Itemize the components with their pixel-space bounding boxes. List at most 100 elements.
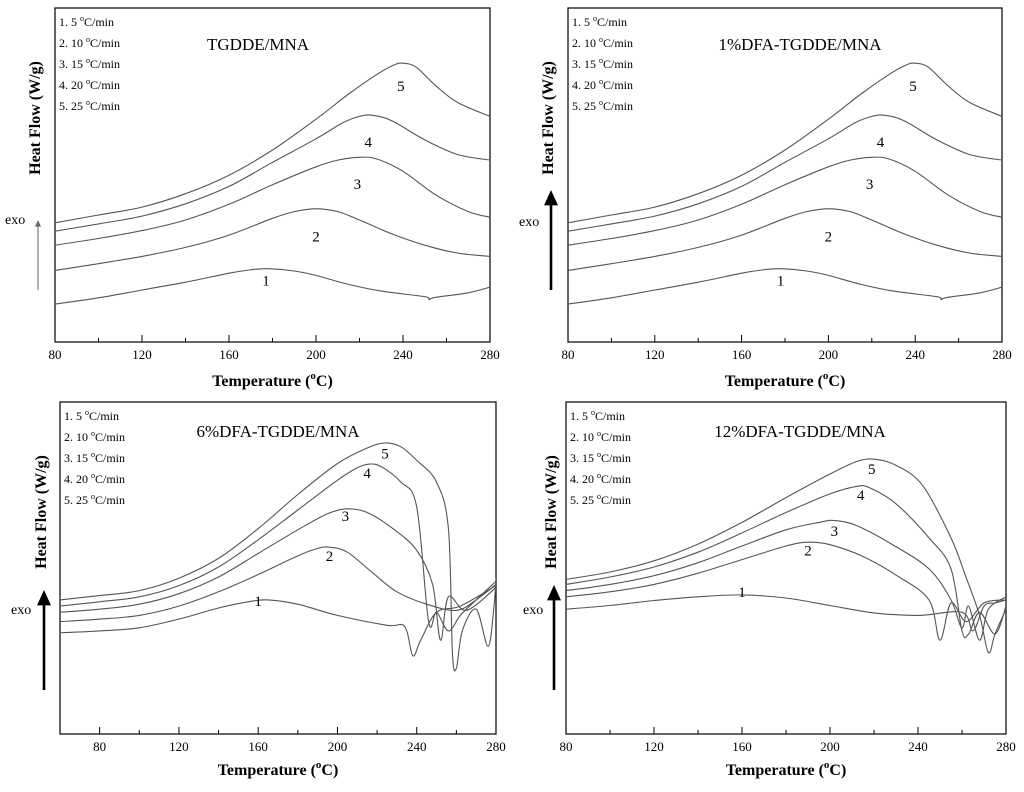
series-label-3: 3 bbox=[342, 509, 350, 525]
legend-entry: 4. 20 oC/min bbox=[64, 471, 125, 486]
x-tick-label: 280 bbox=[992, 347, 1012, 362]
series-line-1 bbox=[60, 585, 496, 657]
x-tick-label: 200 bbox=[820, 739, 840, 754]
series-label-2: 2 bbox=[312, 229, 320, 245]
x-tick-label: 80 bbox=[562, 347, 575, 362]
chart-title: 12%DFA-TGDDE/MNA bbox=[714, 422, 886, 441]
x-tick-label: 160 bbox=[732, 347, 752, 362]
exo-label: exo bbox=[523, 603, 543, 618]
x-tick-label: 120 bbox=[644, 739, 664, 754]
x-tick-label: 280 bbox=[996, 739, 1016, 754]
legend-entry: 5. 25 oC/min bbox=[572, 98, 633, 113]
legend-entry: 2. 10 oC/min bbox=[64, 429, 125, 444]
series-label-1: 1 bbox=[738, 585, 746, 601]
series-label-3: 3 bbox=[866, 177, 874, 193]
series-label-5: 5 bbox=[381, 447, 389, 463]
legend-entry: 3. 15 oC/min bbox=[64, 450, 125, 465]
series-line-5 bbox=[55, 62, 490, 224]
legend-entry: 5. 25 oC/min bbox=[64, 492, 125, 507]
series-label-3: 3 bbox=[354, 177, 362, 193]
x-tick-label: 280 bbox=[486, 739, 506, 754]
legend-entry: 5. 25 oC/min bbox=[570, 492, 631, 507]
series-line-3 bbox=[55, 156, 490, 246]
exo-arrow-head-icon bbox=[547, 585, 561, 601]
series-label-4: 4 bbox=[364, 135, 372, 151]
x-axis-label: Temperature (oC) bbox=[212, 370, 333, 390]
series-label-2: 2 bbox=[326, 549, 334, 565]
x-tick-label: 80 bbox=[560, 739, 573, 754]
legend-entry: 5. 25 oC/min bbox=[59, 98, 120, 113]
plot-frame bbox=[59, 401, 497, 735]
x-tick-label: 240 bbox=[908, 739, 928, 754]
series-group bbox=[568, 62, 1002, 305]
series-label-4: 4 bbox=[857, 488, 865, 504]
exo-label: exo bbox=[11, 603, 31, 618]
series-line-5 bbox=[568, 62, 1002, 224]
panel-1pct-dfa-tgdde-mna: 80 120 160 200 240 280 Temperature (oC) Heat Fl… bbox=[519, 7, 1012, 390]
panel-tgdde-mna: 80 120 160 200 240 280 Temperature (oC) Heat Fl… bbox=[5, 7, 500, 390]
series-group bbox=[566, 458, 1006, 654]
x-tick-label: 160 bbox=[248, 739, 268, 754]
x-tick-label: 240 bbox=[407, 739, 427, 754]
series-label-1: 1 bbox=[777, 274, 785, 290]
x-tick-label: 160 bbox=[219, 347, 239, 362]
series-line-4 bbox=[568, 114, 1002, 232]
x-axis-label: Temperature (oC) bbox=[725, 370, 846, 390]
series-line-1 bbox=[568, 268, 1002, 305]
plot-frame bbox=[567, 7, 1003, 343]
x-tick-label: 240 bbox=[393, 347, 413, 362]
x-axis-label: Temperature (oC) bbox=[726, 759, 847, 779]
series-line-3 bbox=[568, 156, 1002, 246]
x-tick-label: 80 bbox=[49, 347, 62, 362]
panel-6pct-dfa-tgdde-mna: 80 120 160 200 240 280 Temperature (oC) Heat Fl… bbox=[11, 401, 506, 779]
series-line-2 bbox=[55, 208, 490, 271]
series-line-3 bbox=[60, 508, 496, 641]
chart-title: TGDDE/MNA bbox=[207, 35, 310, 54]
series-label-4: 4 bbox=[363, 466, 371, 482]
x-axis-label: Temperature (oC) bbox=[218, 759, 339, 779]
legend-entry: 4. 20 oC/min bbox=[59, 77, 120, 92]
exo-arrow-head-icon bbox=[35, 220, 41, 227]
series-line-4 bbox=[55, 114, 490, 232]
legend-entry: 4. 20 oC/min bbox=[572, 77, 633, 92]
series-line-2 bbox=[566, 541, 1006, 641]
panel-12pct-dfa-tgdde-mna: 80 120 160 200 240 280 Temperature (oC) Heat Fl… bbox=[523, 401, 1016, 779]
x-tick-label: 160 bbox=[732, 739, 752, 754]
series-label-3: 3 bbox=[831, 524, 839, 540]
plot-frame bbox=[565, 401, 1007, 735]
series-line-1 bbox=[55, 268, 490, 305]
exo-arrow-head-icon bbox=[544, 190, 558, 206]
chart-title: 6%DFA-TGDDE/MNA bbox=[196, 422, 360, 441]
legend-entry: 2. 10 oC/min bbox=[59, 35, 120, 50]
series-line-3 bbox=[566, 519, 1006, 641]
series-label-5: 5 bbox=[397, 79, 405, 95]
x-tick-label: 120 bbox=[132, 347, 152, 362]
series-label-4: 4 bbox=[877, 135, 885, 151]
series-label-1: 1 bbox=[254, 594, 262, 610]
series-line-1 bbox=[566, 594, 1006, 632]
plot-frame bbox=[54, 7, 491, 343]
legend-entry: 3. 15 oC/min bbox=[570, 450, 631, 465]
x-tick-label: 120 bbox=[645, 347, 665, 362]
x-tick-label: 200 bbox=[306, 347, 326, 362]
series-line-5 bbox=[566, 458, 1006, 654]
legend-entry: 1. 5 oC/min bbox=[572, 14, 627, 29]
x-tick-label: 280 bbox=[480, 347, 500, 362]
legend-entry: 1. 5 oC/min bbox=[59, 14, 114, 29]
y-axis-label: Heat Flow (W/g) bbox=[543, 455, 560, 569]
series-group bbox=[55, 62, 490, 305]
series-label-5: 5 bbox=[868, 462, 876, 478]
x-tick-label: 200 bbox=[819, 347, 839, 362]
legend-entry: 4. 20 oC/min bbox=[570, 471, 631, 486]
x-tick-label: 240 bbox=[905, 347, 925, 362]
chart-title: 1%DFA-TGDDE/MNA bbox=[718, 35, 882, 54]
series-label-2: 2 bbox=[825, 229, 833, 245]
legend-entry: 1. 5 oC/min bbox=[570, 408, 625, 423]
exo-label: exo bbox=[5, 213, 25, 228]
legend-entry: 2. 10 oC/min bbox=[570, 429, 631, 444]
series-line-2 bbox=[568, 208, 1002, 271]
series-label-1: 1 bbox=[262, 274, 270, 290]
series-line-2 bbox=[60, 546, 496, 623]
y-axis-label: Heat Flow (W/g) bbox=[540, 61, 557, 175]
